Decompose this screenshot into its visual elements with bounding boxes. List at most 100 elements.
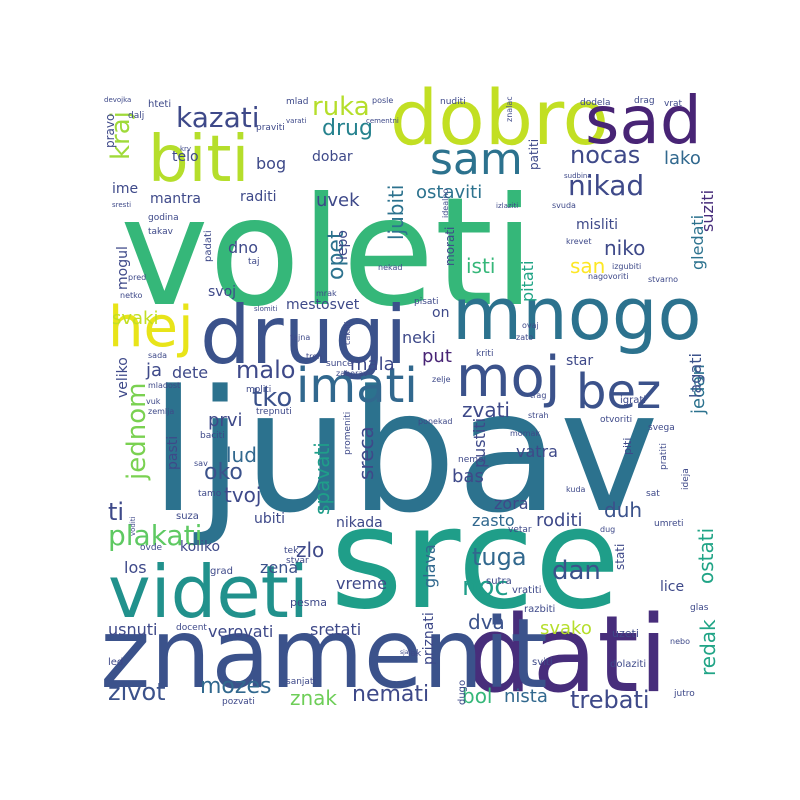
word-nagovoriti: nagovoriti bbox=[588, 272, 629, 281]
word-sat: sat bbox=[646, 489, 660, 499]
word-hej: hej bbox=[108, 295, 194, 360]
word-plakati: plakati bbox=[108, 519, 203, 552]
word-mogul: mogul bbox=[115, 246, 131, 290]
word-telo: telo bbox=[172, 149, 199, 165]
word-zasto: zasto bbox=[472, 511, 515, 530]
word-igrati: igrati bbox=[620, 395, 647, 406]
word-dodela: dodela bbox=[580, 98, 611, 108]
word-devojka: devojka bbox=[104, 96, 132, 104]
word-bol: bol bbox=[462, 684, 493, 708]
word-trepnuti: trepnuti bbox=[256, 407, 292, 417]
word-dolaziti: dolaziti bbox=[610, 659, 647, 670]
word-dati: dati bbox=[465, 593, 669, 716]
word-ja: ja bbox=[146, 360, 163, 381]
word-sunce: sunce bbox=[326, 359, 353, 369]
word-ruka: ruka bbox=[312, 92, 370, 122]
word-lepo: lepo bbox=[335, 230, 351, 260]
word-glava: glava bbox=[420, 544, 439, 588]
word-biti: biti bbox=[148, 123, 250, 197]
word-stvar: stvar bbox=[286, 556, 309, 566]
word-dobro: dobro bbox=[390, 73, 610, 162]
word-mnogo: mnogo bbox=[452, 272, 702, 356]
word-otvoriti: otvoriti bbox=[600, 415, 633, 425]
word-stvarno: stvarno bbox=[648, 275, 679, 284]
word-ponekad: ponekad bbox=[418, 417, 453, 426]
word-pravo: pravo bbox=[103, 113, 117, 148]
word-pitati: pitati bbox=[518, 260, 537, 302]
word-sjati: sjati bbox=[400, 649, 413, 656]
word-ovde: ovde bbox=[140, 543, 163, 553]
word-nikada: nikada bbox=[336, 515, 383, 531]
word-suziti: suziti bbox=[698, 189, 717, 232]
word-sada: sada bbox=[148, 351, 168, 360]
word-pred: pred bbox=[128, 273, 147, 282]
word-nemati: nemati bbox=[352, 682, 430, 707]
word-slomiti: slomiti bbox=[254, 305, 278, 313]
word-razbiti: razbiti bbox=[524, 604, 556, 615]
word-verovati: verovati bbox=[208, 622, 274, 641]
word-sretati: sretati bbox=[310, 620, 362, 639]
word-mrak: mrak bbox=[316, 289, 337, 298]
word-dan: dan bbox=[552, 556, 601, 586]
word-noc: noc bbox=[462, 572, 509, 602]
word-on: on bbox=[432, 305, 450, 321]
word-mladost: mladost bbox=[148, 381, 181, 390]
word-krevet: krevet bbox=[566, 237, 592, 246]
word-sav: sav bbox=[194, 459, 208, 468]
word-zlo: zlo bbox=[296, 538, 325, 562]
word-zemlja: zemlja bbox=[148, 407, 175, 416]
word-umreti: umreti bbox=[654, 519, 684, 529]
word-hteti: hteti bbox=[148, 99, 172, 110]
word-vratiti: vratiti bbox=[512, 585, 542, 596]
word-stati: stati bbox=[613, 543, 627, 570]
word-lagati: lagati bbox=[686, 353, 705, 398]
word-svuda: svuda bbox=[552, 201, 576, 210]
word-bog: bog bbox=[256, 154, 287, 173]
word-cakliti: cakliti bbox=[343, 321, 352, 345]
word-znamenit: znamenit bbox=[100, 598, 548, 710]
word-pratiti: pratiti bbox=[659, 443, 669, 470]
word-zora: zora bbox=[494, 494, 529, 513]
word-sudbina: sudbina bbox=[564, 172, 592, 180]
word-sresti: sresti bbox=[112, 201, 132, 209]
word-oko: oko bbox=[204, 460, 243, 485]
word-momak: momak bbox=[510, 429, 541, 438]
word-pesma: pesma bbox=[290, 596, 327, 609]
word-tajna: tajna bbox=[290, 333, 311, 342]
word-ubiti: ubiti bbox=[254, 511, 286, 527]
word-moj: moj bbox=[456, 345, 561, 410]
word-dno: dno bbox=[228, 238, 259, 257]
word-zvati: zvati bbox=[462, 398, 510, 422]
word-znalac: znalac bbox=[505, 96, 514, 122]
word-izgubiti: izgubiti bbox=[612, 262, 642, 271]
word-koliko: koliko bbox=[180, 539, 221, 555]
word-ljubiti: ljubiti bbox=[384, 184, 408, 240]
word-mlad: mlad bbox=[286, 97, 309, 107]
word-zato: zato bbox=[516, 333, 534, 342]
word-tvoj: tvoj bbox=[224, 483, 262, 507]
word-zena: zena bbox=[260, 558, 299, 577]
word-lako: lako bbox=[664, 148, 701, 169]
word-baciti: baciti bbox=[200, 431, 225, 441]
word-dva: dva bbox=[468, 610, 505, 634]
word-mestosvet: mestosvet bbox=[286, 297, 360, 313]
word-sreca: sreca bbox=[354, 426, 378, 480]
word-tamo: tamo bbox=[198, 489, 222, 499]
word-svoj: svoj bbox=[208, 284, 237, 300]
word-tko: tko bbox=[252, 383, 293, 413]
word-uzeti: uzeti bbox=[612, 627, 639, 640]
word-cementni: cementni bbox=[366, 117, 399, 125]
word-lice: lice bbox=[660, 579, 685, 595]
word-bas: bas bbox=[452, 466, 484, 487]
word-posle: posle bbox=[372, 96, 394, 105]
word-mantra: mantra bbox=[150, 191, 201, 207]
word-pisati: pisati bbox=[414, 297, 439, 307]
word-godina: godina bbox=[148, 213, 179, 223]
word-ovaj: ovaj bbox=[522, 321, 539, 330]
word-priznati: priznati bbox=[421, 612, 437, 665]
word-isti: isti bbox=[466, 254, 496, 278]
word-grad: grad bbox=[210, 566, 233, 577]
word-zelje: zelje bbox=[432, 375, 451, 384]
word-sad: sad bbox=[585, 82, 702, 159]
word-drag: drag bbox=[634, 96, 655, 106]
